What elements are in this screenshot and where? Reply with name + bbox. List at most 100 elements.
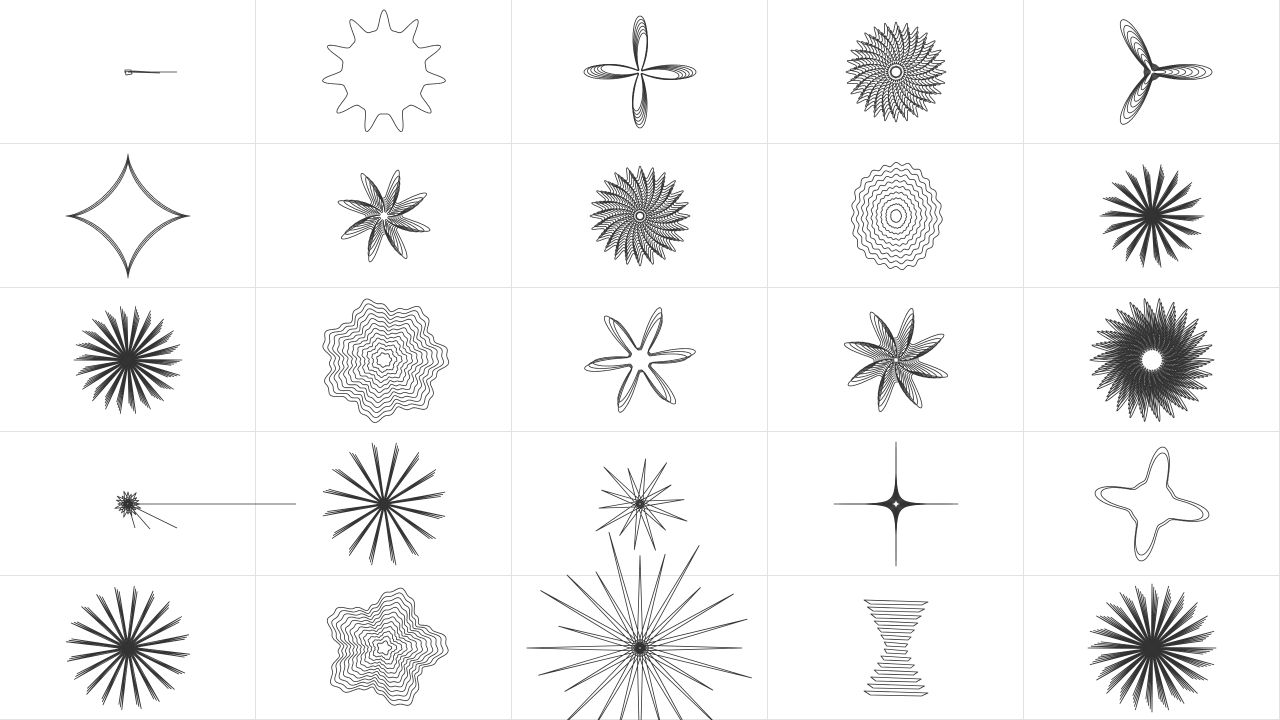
- three-arm-triskele-stroke: [1140, 53, 1173, 91]
- spiky-starburst-22-stroke: [73, 306, 183, 414]
- spiky-starburst-18-stroke: [1102, 166, 1202, 266]
- spiky-burst-rings-stroke: [628, 204, 652, 228]
- nested-star-8-dense-stroke: [844, 308, 948, 412]
- concentric-pentagon-stroke: [349, 611, 423, 683]
- nested-star-8-stroke: [362, 194, 406, 238]
- hourglass-stack-stroke: [863, 599, 929, 606]
- astroid-four-point-stroke: [71, 159, 185, 273]
- three-arm-triskele-stroke: [1123, 25, 1206, 119]
- hourglass-stack-stroke: [880, 655, 912, 662]
- nested-star-8-stroke: [337, 169, 431, 263]
- hourglass-stack-stroke: [883, 648, 909, 655]
- spiky-starburst-24-stroke: [1087, 583, 1217, 713]
- concentric-pentagon-stroke: [340, 602, 434, 692]
- concentric-wavy-polygon-stroke: [371, 347, 398, 373]
- nested-star-8-dense-stroke: [885, 349, 907, 371]
- concentric-ovals-stroke: [851, 162, 943, 271]
- comet-tail-shape: [123, 69, 177, 76]
- hourglass-stack-shape: [863, 599, 929, 697]
- nested-star-8-dense-stroke: [854, 318, 938, 402]
- concentric-wavy-polygon-stroke: [346, 323, 424, 398]
- shape-tile-10: [1024, 144, 1280, 288]
- thin-spike-star-16-stroke: [327, 447, 441, 561]
- concentric-pentagon-stroke: [354, 616, 418, 679]
- nested-star-8-stroke: [372, 204, 396, 228]
- burst-with-long-ray-stroke: [127, 503, 136, 529]
- concentric-ovals-stroke: [885, 203, 907, 229]
- nested-star-8-stroke: [348, 180, 420, 252]
- shape-tile-24: [768, 576, 1024, 720]
- hourglass-stack-stroke: [870, 676, 922, 683]
- spiky-starburst-24-shape: [1087, 583, 1217, 713]
- concentric-ovals-stroke: [865, 179, 928, 253]
- four-point-star-stroke: [600, 32, 680, 112]
- thin-spike-star-16-stroke: [322, 442, 446, 566]
- spiky-starburst-18-shape: [1099, 164, 1205, 268]
- four-point-star-curved-stroke: [1100, 452, 1204, 556]
- shape-tile-4: [768, 0, 1024, 144]
- spiky-burst-dense-stroke: [877, 53, 915, 91]
- thin-spike-star-20-stroke: [71, 591, 185, 705]
- shape-tile-3: [512, 0, 768, 144]
- shape-tile-6: [0, 144, 256, 288]
- shape-tile-7: [256, 144, 512, 288]
- astroid-four-point-stroke: [68, 156, 188, 276]
- hourglass-stack-stroke: [873, 669, 919, 676]
- spiky-starburst-24-stroke: [1100, 596, 1204, 700]
- concentric-wavy-polygon-stroke: [366, 342, 403, 378]
- six-point-star-stroke: [588, 312, 692, 408]
- three-arm-triskele-stroke: [1130, 36, 1193, 108]
- thin-spike-star-20-stroke: [68, 588, 188, 708]
- thin-spike-star-14-stroke: [595, 458, 688, 551]
- spiky-burst-rings-stroke: [631, 207, 649, 225]
- shape-tile-25: [1024, 576, 1280, 720]
- astroid-four-point-stroke: [65, 153, 191, 279]
- burst-with-long-ray-shape: [114, 490, 296, 530]
- spiky-starburst-24-stroke: [1090, 586, 1214, 710]
- concentric-pentagon-stroke: [372, 635, 398, 660]
- spiky-burst-26-stroke: [1130, 338, 1174, 382]
- concentric-wavy-polygon-stroke: [351, 327, 419, 393]
- thin-spike-star-16-stroke: [324, 444, 444, 564]
- spiky-burst-rings-stroke: [603, 179, 677, 253]
- spiky-burst-rings-stroke: [593, 169, 687, 263]
- spiky-burst-26-shape: [1089, 298, 1215, 422]
- nested-star-8-stroke: [343, 175, 425, 257]
- thin-spike-star-16-shape: [322, 442, 446, 566]
- nested-star-8-dense-stroke: [849, 313, 943, 407]
- concentric-wavy-polygon-stroke: [361, 337, 408, 383]
- spiky-burst-rings-stroke: [600, 176, 680, 256]
- nested-star-8-stroke: [352, 184, 416, 248]
- shape-tile-17: [256, 432, 512, 576]
- four-point-star-curved-stroke: [1094, 446, 1210, 562]
- concentric-pentagon-stroke: [358, 621, 413, 674]
- three-arm-triskele-stroke: [1119, 19, 1213, 125]
- spiky-burst-rings-stroke: [635, 211, 645, 221]
- shape-tile-2: [256, 0, 512, 144]
- spiky-burst-rings-stroke: [610, 186, 670, 246]
- three-arm-triskele-stroke: [1144, 59, 1167, 85]
- concentric-ovals-stroke: [890, 209, 902, 223]
- thin-spike-star-14-shape: [595, 458, 688, 551]
- spiky-burst-rings-stroke: [614, 190, 666, 242]
- concentric-pentagon-stroke: [326, 587, 449, 706]
- concentric-pentagon-stroke: [345, 606, 428, 688]
- shape-tile-9: [768, 144, 1024, 288]
- star-outline-11-stroke: [322, 9, 446, 132]
- shape-tile-23: [512, 531, 768, 720]
- nested-star-8-dense-stroke: [858, 322, 934, 398]
- spiky-burst-rings-stroke: [624, 200, 656, 232]
- spiky-starburst-18-stroke: [1099, 164, 1205, 268]
- nested-star-8-dense-stroke: [890, 354, 902, 366]
- four-point-star-curved-shape: [1094, 446, 1210, 562]
- hourglass-stack-stroke: [873, 620, 919, 627]
- shape-tile-16: [0, 432, 296, 576]
- spiky-burst-rings-stroke: [617, 193, 663, 239]
- nested-star-8-dense-stroke: [871, 335, 921, 385]
- concentric-ovals-shape: [851, 162, 943, 271]
- plus-cross-stroke: [878, 486, 914, 522]
- hourglass-stack-stroke: [863, 690, 929, 697]
- concentric-pentagon-shape: [326, 587, 449, 706]
- spiky-starburst-18-stroke: [1104, 169, 1200, 263]
